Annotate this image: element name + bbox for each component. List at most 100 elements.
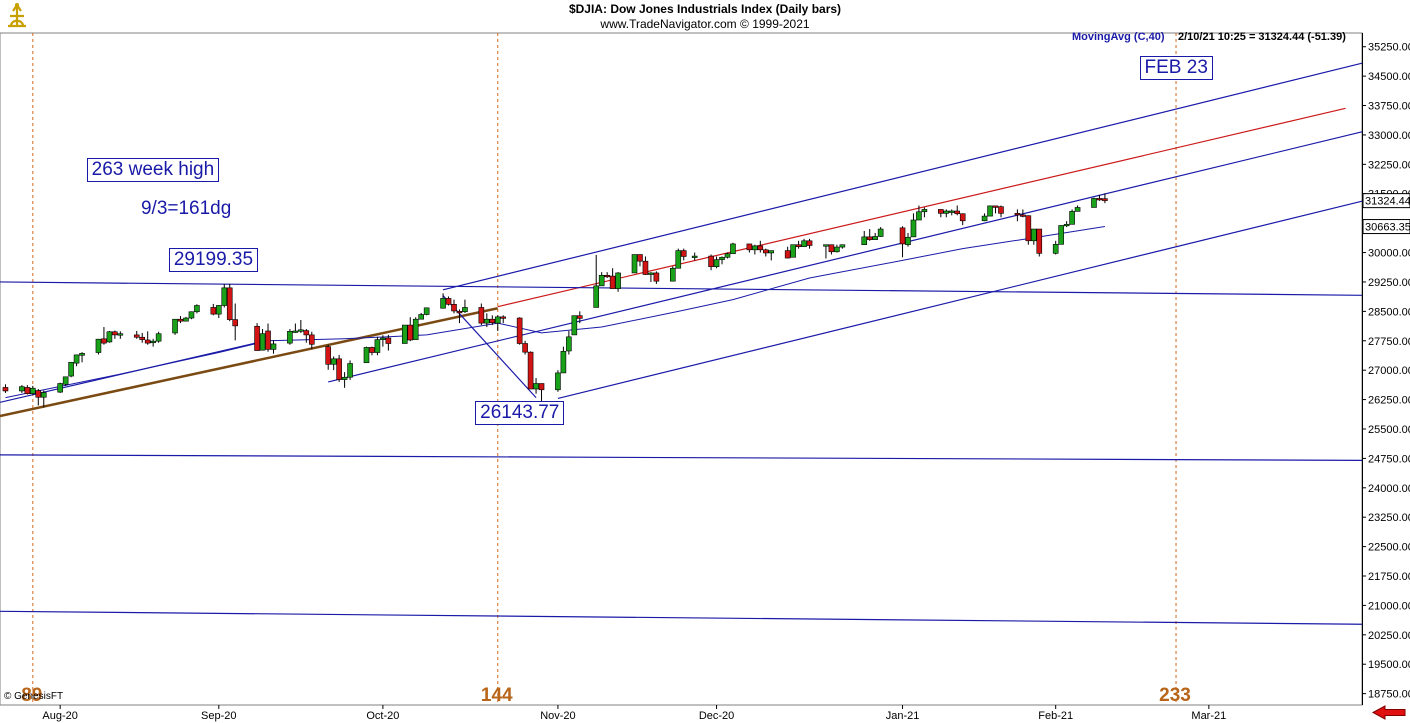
plot-area xyxy=(0,32,1363,706)
candle-body xyxy=(609,275,616,289)
candle xyxy=(24,385,31,395)
candle xyxy=(1031,228,1037,245)
candle-body xyxy=(533,383,539,390)
channel-line xyxy=(0,454,1363,461)
candle xyxy=(254,323,260,351)
candle-body xyxy=(872,236,878,240)
candle-body xyxy=(653,272,660,282)
candle xyxy=(899,226,906,258)
candle-body xyxy=(325,346,331,365)
candle-body xyxy=(68,362,74,377)
candle xyxy=(724,252,731,259)
y-tick-label: 30000.00 xyxy=(1368,248,1410,260)
candle-body xyxy=(418,314,424,320)
channel-line xyxy=(0,281,1363,296)
candle-body xyxy=(823,244,829,247)
y-tick-label: 28500.00 xyxy=(1368,306,1410,318)
candle-body xyxy=(577,315,583,319)
candle xyxy=(1052,240,1059,255)
candle xyxy=(801,238,807,247)
candle-body xyxy=(516,317,523,344)
candle-body xyxy=(938,209,944,214)
candle-body xyxy=(998,206,1004,214)
candle xyxy=(183,316,189,322)
candle xyxy=(133,330,140,339)
candle xyxy=(172,318,178,335)
candle-body xyxy=(183,317,189,322)
candle-body xyxy=(150,340,156,344)
x-tick-label: Mar-21 xyxy=(1191,710,1226,722)
candle-body xyxy=(374,339,381,353)
candle-body xyxy=(500,316,507,319)
cycle-label: 233 xyxy=(1159,685,1191,706)
price-flag-label: 31324.44 xyxy=(1365,196,1410,208)
candle xyxy=(117,331,124,339)
candle xyxy=(385,334,392,351)
candle-body xyxy=(943,210,950,214)
candle xyxy=(73,354,80,367)
candle xyxy=(806,238,813,249)
candle-body xyxy=(30,387,36,395)
candle-body xyxy=(522,343,528,353)
candle xyxy=(62,376,69,386)
candle-body xyxy=(981,215,988,222)
candle-body xyxy=(40,392,47,398)
candle-body xyxy=(133,334,140,338)
candle-body xyxy=(555,372,561,391)
candle xyxy=(746,243,753,253)
candle xyxy=(828,244,835,255)
x-tick-label: Feb-21 xyxy=(1038,710,1073,722)
candle-body xyxy=(708,255,714,267)
candle xyxy=(330,356,337,371)
candle-body xyxy=(287,331,293,344)
candle-body xyxy=(226,287,233,320)
candle xyxy=(287,329,293,345)
candle xyxy=(484,313,490,328)
channel-line xyxy=(0,610,1363,625)
chart-title-text: Dow Jones Industrials Index (Daily bars) xyxy=(610,2,842,16)
candle xyxy=(2,384,9,393)
candle xyxy=(347,360,353,380)
candle xyxy=(478,303,485,326)
candle-body xyxy=(117,333,124,336)
candle xyxy=(708,254,714,271)
candle xyxy=(653,271,660,284)
candle xyxy=(757,240,764,253)
candle xyxy=(1091,197,1097,208)
candle-body xyxy=(757,245,764,251)
candle-body xyxy=(910,219,917,238)
candle xyxy=(675,248,682,269)
candle xyxy=(1074,205,1081,212)
candle-body xyxy=(566,336,572,352)
candle xyxy=(566,330,572,355)
candle xyxy=(57,382,63,393)
candle xyxy=(440,293,446,309)
genesis-watermark: © GenesisFT xyxy=(4,691,64,702)
candle-body xyxy=(1020,214,1026,217)
y-tick-label: 35250.00 xyxy=(1368,42,1410,54)
price-flag-label: 30663.35 xyxy=(1365,222,1410,234)
candle xyxy=(150,338,156,347)
candle-body xyxy=(631,254,638,274)
candle xyxy=(938,209,944,218)
x-tick-label: Jan-21 xyxy=(886,710,920,722)
candle xyxy=(987,205,993,217)
candle xyxy=(423,307,430,316)
candle-body xyxy=(834,246,840,253)
candle-body xyxy=(1058,225,1064,245)
candle xyxy=(210,303,217,316)
candle xyxy=(877,227,884,237)
candle xyxy=(752,244,758,255)
candle xyxy=(790,244,796,258)
candle xyxy=(522,340,528,355)
candle xyxy=(106,330,113,343)
candle xyxy=(834,244,840,253)
scroll-left-arrow-icon[interactable] xyxy=(1372,705,1406,720)
candle-body xyxy=(637,254,643,262)
candle xyxy=(35,388,42,406)
candle xyxy=(369,346,375,356)
candle-body xyxy=(385,337,392,344)
candle-body xyxy=(347,363,353,378)
candle xyxy=(265,323,271,352)
